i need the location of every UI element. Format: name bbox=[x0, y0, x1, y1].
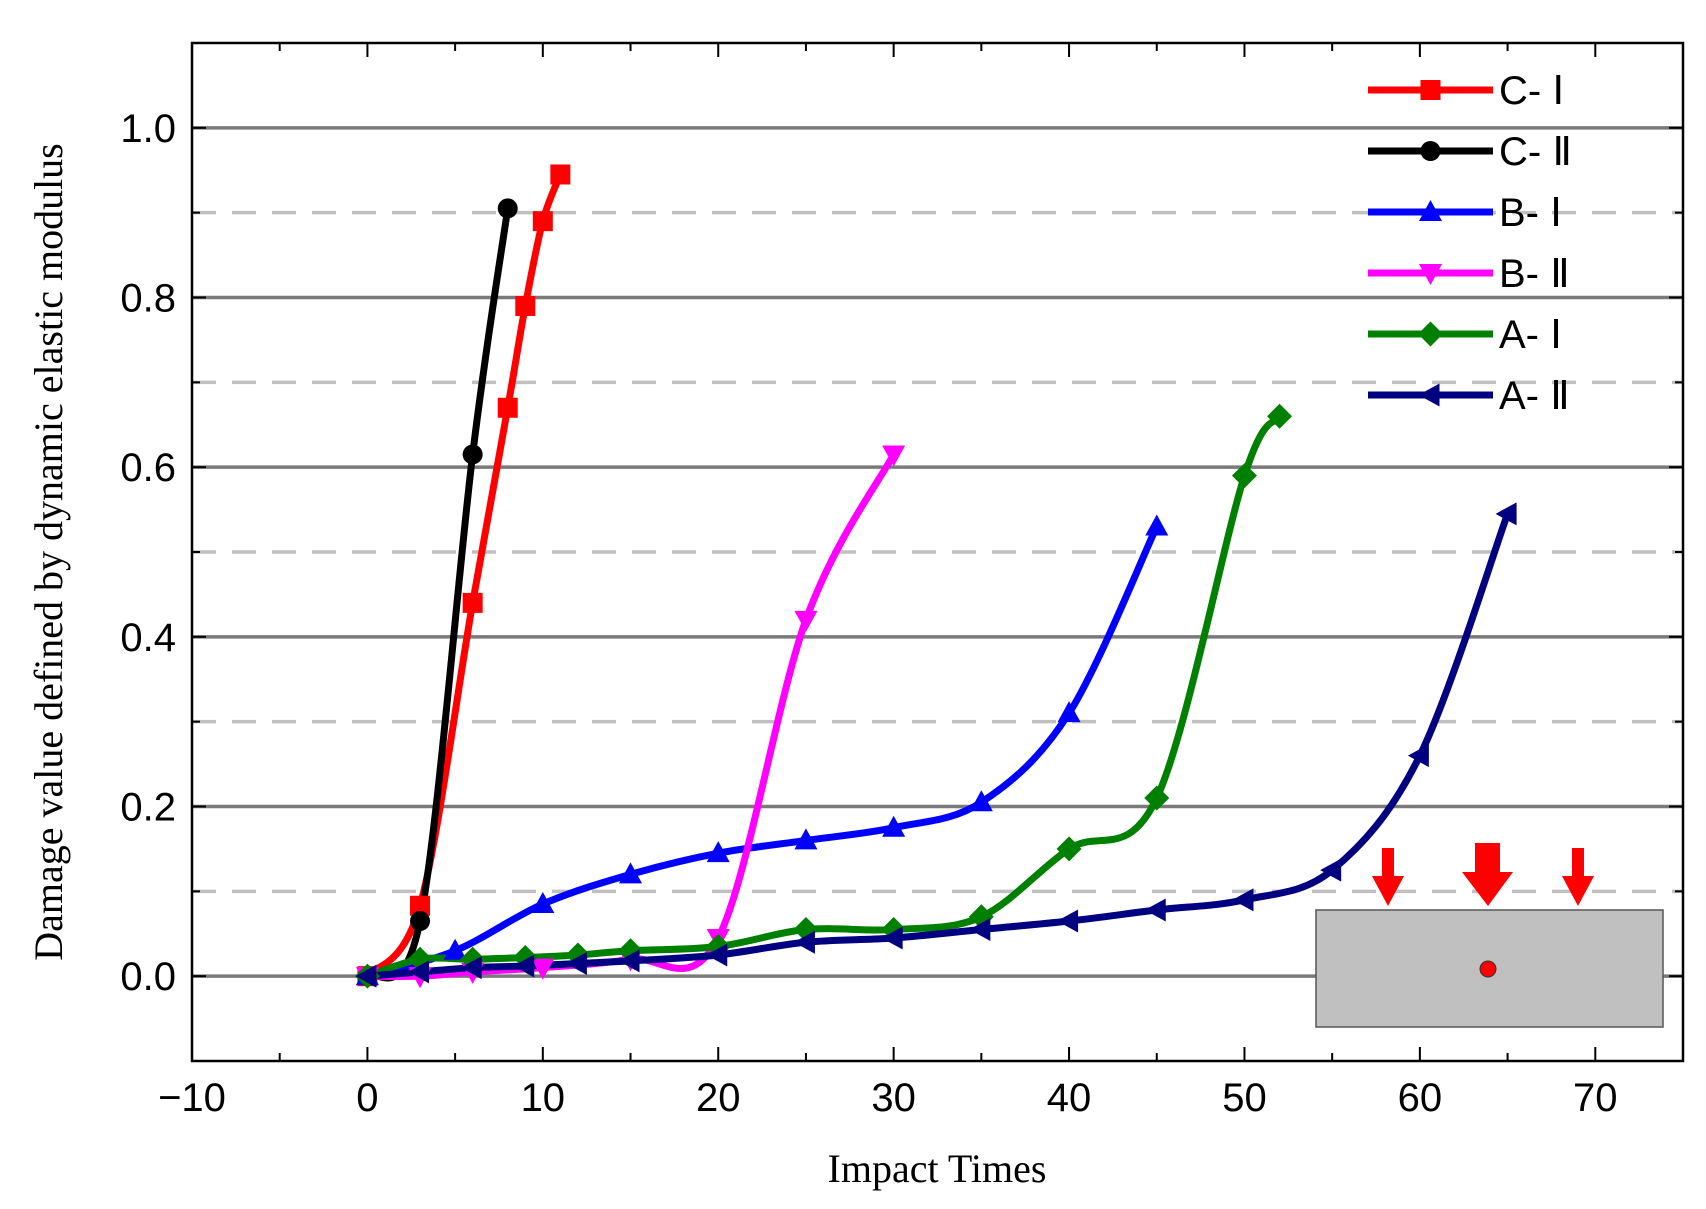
data-point-a-2 bbox=[565, 951, 587, 975]
data-point-b-1 bbox=[969, 790, 993, 812]
data-point-a-2 bbox=[1057, 909, 1079, 933]
data-point-a-1 bbox=[1267, 403, 1293, 429]
data-point-a-2 bbox=[1320, 858, 1342, 882]
x-tick-label: 70 bbox=[1573, 1076, 1618, 1120]
x-tick-label: 20 bbox=[696, 1076, 741, 1120]
y-tick-label: 0.2 bbox=[120, 786, 176, 830]
x-tick-labels: −10 0 10 20 30 40 50 60 70 bbox=[158, 1076, 1617, 1120]
series-markers bbox=[354, 164, 1517, 989]
series-line-a-1 bbox=[363, 412, 1284, 980]
data-point-a-1 bbox=[1056, 836, 1082, 862]
data-point-c-2 bbox=[497, 198, 518, 219]
legend-label-c-1: C- Ⅰ bbox=[1499, 69, 1564, 113]
arrow-center-large bbox=[1462, 843, 1513, 906]
axis-ticks bbox=[191, 42, 1684, 1062]
x-tick-label: 0 bbox=[356, 1076, 378, 1120]
legend-marker-a-2 bbox=[1418, 383, 1440, 407]
arrow-right bbox=[1562, 848, 1594, 906]
data-point-b-2 bbox=[794, 610, 818, 632]
y-axis-title: Damage value defined by dynamic elastic … bbox=[26, 143, 71, 961]
legend-marker-b-1 bbox=[1419, 200, 1442, 221]
data-point-a-2 bbox=[1495, 502, 1517, 526]
data-point-c-1 bbox=[497, 397, 518, 418]
legend: C- Ⅰ C- Ⅱ B- Ⅰ B- Ⅱ A- Ⅰ A- Ⅱ bbox=[1368, 69, 1572, 418]
data-point-a-1 bbox=[1144, 785, 1170, 811]
data-point-a-2 bbox=[460, 956, 482, 980]
data-point-a-2 bbox=[706, 943, 728, 967]
data-point-b-1 bbox=[619, 862, 643, 884]
data-point-c-2 bbox=[410, 911, 431, 932]
data-point-c-1 bbox=[532, 211, 553, 232]
x-tick-label: −10 bbox=[158, 1076, 226, 1120]
load-schematic-inset bbox=[1315, 843, 1664, 1028]
x-axis-title: Impact Times bbox=[828, 1146, 1047, 1191]
data-point-a-2 bbox=[969, 918, 991, 942]
x-tick-label: 60 bbox=[1398, 1076, 1443, 1120]
x-tick-label: 30 bbox=[871, 1076, 916, 1120]
data-point-c-1 bbox=[515, 295, 536, 316]
data-point-b-1 bbox=[443, 938, 467, 960]
arrow-left bbox=[1372, 848, 1404, 906]
data-point-b-1 bbox=[706, 841, 730, 863]
legend-label-c-2: C- Ⅱ bbox=[1499, 130, 1572, 174]
legend-label-b-1: B- Ⅰ bbox=[1499, 191, 1562, 235]
load-point-dot bbox=[1479, 960, 1497, 978]
legend-label-b-2: B- Ⅱ bbox=[1499, 252, 1570, 296]
x-tick-label: 50 bbox=[1222, 1076, 1267, 1120]
data-point-b-2 bbox=[882, 445, 906, 467]
data-point-b-2 bbox=[531, 958, 555, 980]
y-tick-labels: 0.0 0.2 0.4 0.6 0.8 1.0 bbox=[120, 107, 176, 999]
data-point-a-2 bbox=[793, 930, 815, 954]
legend-label-a-1: A- Ⅰ bbox=[1499, 313, 1562, 357]
data-point-c-2 bbox=[462, 444, 483, 465]
legend-label-a-2: A- Ⅱ bbox=[1499, 374, 1570, 418]
series-curves bbox=[363, 170, 1512, 982]
y-tick-label: 1.0 bbox=[120, 107, 176, 151]
series-line-c-1 bbox=[363, 170, 564, 980]
data-point-a-2 bbox=[513, 954, 535, 978]
legend-marker-a-1 bbox=[1418, 321, 1443, 347]
data-point-c-1 bbox=[550, 164, 571, 185]
data-point-a-2 bbox=[355, 964, 377, 988]
legend-marker-c-2 bbox=[1420, 141, 1441, 161]
y-tick-label: 0.6 bbox=[120, 446, 176, 490]
series-line-c-2 bbox=[363, 204, 512, 982]
data-point-c-1 bbox=[462, 592, 483, 613]
data-point-b-1 bbox=[531, 892, 555, 914]
data-point-b-1 bbox=[1057, 701, 1081, 723]
y-tick-label: 0.8 bbox=[120, 277, 176, 321]
y-tick-label: 0.4 bbox=[120, 616, 176, 660]
data-point-b-1 bbox=[1145, 514, 1169, 536]
x-tick-label: 10 bbox=[521, 1076, 566, 1120]
data-point-b-1 bbox=[882, 815, 906, 837]
series-line-b-1 bbox=[363, 523, 1161, 980]
data-point-c-1 bbox=[410, 895, 431, 916]
y-tick-label: 0.0 bbox=[120, 955, 176, 999]
data-point-a-2 bbox=[1407, 744, 1429, 768]
data-point-a-2 bbox=[618, 949, 640, 973]
legend-marker-b-2 bbox=[1419, 264, 1442, 285]
grid bbox=[192, 126, 1683, 978]
data-point-b-1 bbox=[794, 828, 818, 850]
data-point-a-2 bbox=[881, 926, 903, 950]
data-point-a-2 bbox=[408, 960, 430, 984]
data-point-a-1 bbox=[1231, 463, 1257, 489]
data-point-a-2 bbox=[1144, 898, 1166, 922]
data-point-a-2 bbox=[1232, 888, 1254, 912]
x-tick-label: 40 bbox=[1047, 1076, 1092, 1120]
legend-marker-c-1 bbox=[1420, 80, 1441, 100]
